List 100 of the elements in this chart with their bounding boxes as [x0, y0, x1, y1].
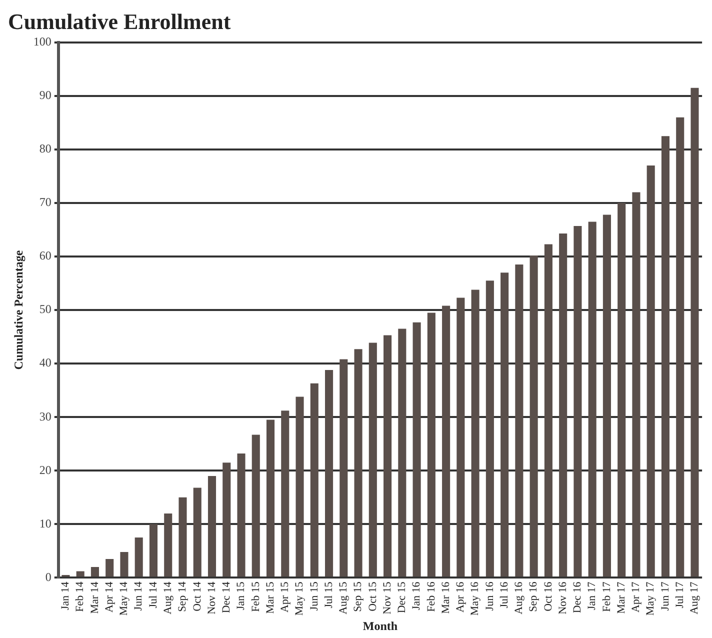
bar	[618, 202, 626, 577]
x-tick-label: Mar 16	[440, 581, 452, 614]
x-tick-label: Apr 17	[630, 581, 642, 613]
bar	[500, 272, 509, 577]
x-tick-label: Mar 17	[615, 581, 628, 614]
x-tick-label: Aug 17	[688, 581, 701, 614]
x-tick-label: Feb 16	[425, 581, 438, 612]
x-axis-title: Month	[362, 618, 398, 633]
x-tick-label: Sep 14	[176, 581, 189, 612]
x-tick-label: Jan 15	[235, 581, 248, 610]
x-tick-label: Jul 17	[674, 581, 686, 608]
bar	[646, 166, 655, 577]
x-tick-label: Aug 15	[338, 581, 350, 614]
bar	[208, 476, 216, 577]
x-tick-label: Jun 15	[308, 581, 320, 611]
y-tick-label: 40	[39, 356, 52, 370]
y-axis-title: Cumulative Percentage	[11, 250, 26, 370]
bar	[252, 434, 260, 577]
bar	[676, 117, 684, 577]
x-tick-label: Oct 14	[191, 581, 204, 612]
x-tick-label: Nov 14	[206, 581, 218, 614]
bar	[588, 222, 596, 577]
x-tick-label: Jun 17	[659, 581, 672, 611]
x-tick-label: Feb 14	[74, 581, 86, 612]
bar	[178, 497, 187, 577]
bar	[90, 566, 99, 577]
x-tick-label: Apr 16	[454, 581, 467, 613]
bar	[325, 370, 334, 577]
x-tick-label: Dec 16	[572, 581, 584, 614]
y-tick-label: 70	[39, 195, 52, 210]
x-tick-label: Jun 14	[132, 581, 145, 611]
x-tick-label: Oct 15	[366, 581, 379, 612]
bar	[266, 420, 275, 577]
y-tick-label: 50	[39, 302, 52, 316]
x-tick-label: Jul 16	[498, 581, 510, 608]
x-tick-label: Apr 15	[279, 581, 292, 613]
y-tick-label: 0	[45, 570, 52, 584]
x-tick-label: May 16	[469, 581, 482, 616]
bar	[149, 524, 158, 577]
x-tick-label: Jul 15	[322, 581, 335, 608]
bar	[237, 454, 246, 577]
bar	[164, 513, 172, 577]
y-tick-label: 60	[39, 248, 52, 263]
bar	[281, 410, 290, 577]
bar	[340, 359, 348, 577]
x-tick-label: Sep 15	[352, 581, 364, 612]
x-tick-label: Mar 14	[88, 581, 101, 614]
bar	[296, 396, 304, 577]
bar	[310, 383, 318, 577]
x-tick-label: Aug 14	[162, 581, 174, 614]
bar	[368, 342, 377, 577]
x-tick-label: Nov 16	[556, 581, 569, 614]
x-tick-label: May 14	[118, 581, 130, 616]
y-tick-label: 20	[39, 462, 52, 477]
bar	[427, 312, 436, 577]
x-tick-label: Oct 16	[542, 581, 554, 612]
x-tick-label: Nov 15	[381, 581, 394, 614]
x-tick-label: May 15	[294, 581, 306, 616]
x-tick-label: Feb 17	[600, 581, 613, 612]
y-tick-label: 10	[39, 516, 52, 530]
x-tick-label: Jun 16	[484, 581, 496, 611]
bar	[193, 488, 202, 577]
x-tick-label: Feb 15	[250, 581, 262, 612]
bar	[632, 192, 640, 577]
bar	[106, 558, 114, 577]
x-tick-label: Aug 16	[513, 581, 526, 614]
bar	[354, 349, 362, 577]
bar	[530, 255, 538, 577]
x-tick-label: May 17	[644, 581, 657, 616]
bar	[515, 264, 524, 577]
chart-title: Cumulative Enrollment	[8, 8, 232, 34]
bar	[602, 214, 611, 577]
bar	[661, 136, 670, 577]
bar	[222, 462, 231, 577]
bar	[486, 280, 494, 577]
bar	[76, 571, 84, 577]
x-tick-label: Dec 15	[396, 581, 408, 614]
y-tick-label: 100	[33, 34, 52, 49]
x-tick-label: Jan 16	[410, 581, 423, 610]
bar	[134, 538, 143, 577]
x-tick-label: Apr 14	[103, 581, 116, 613]
bar	[120, 552, 128, 577]
bar	[690, 88, 699, 577]
x-tick-label: Jul 14	[147, 581, 160, 608]
bar	[412, 322, 421, 577]
bar	[384, 335, 392, 577]
x-tick-label: Sep 16	[528, 581, 540, 612]
bar	[544, 244, 552, 577]
bar	[398, 328, 406, 577]
bar	[471, 290, 480, 577]
x-tick-label: Jan 14	[60, 581, 72, 610]
x-tick-label: Dec 14	[220, 581, 233, 614]
x-tick-label: Jan 17	[586, 581, 598, 610]
bar	[559, 234, 568, 577]
y-tick-label: 90	[39, 88, 52, 102]
bar	[442, 306, 450, 577]
bar	[456, 298, 465, 577]
x-tick-label: Mar 15	[264, 581, 276, 614]
y-tick-label: 30	[39, 409, 52, 424]
bar	[574, 226, 582, 577]
